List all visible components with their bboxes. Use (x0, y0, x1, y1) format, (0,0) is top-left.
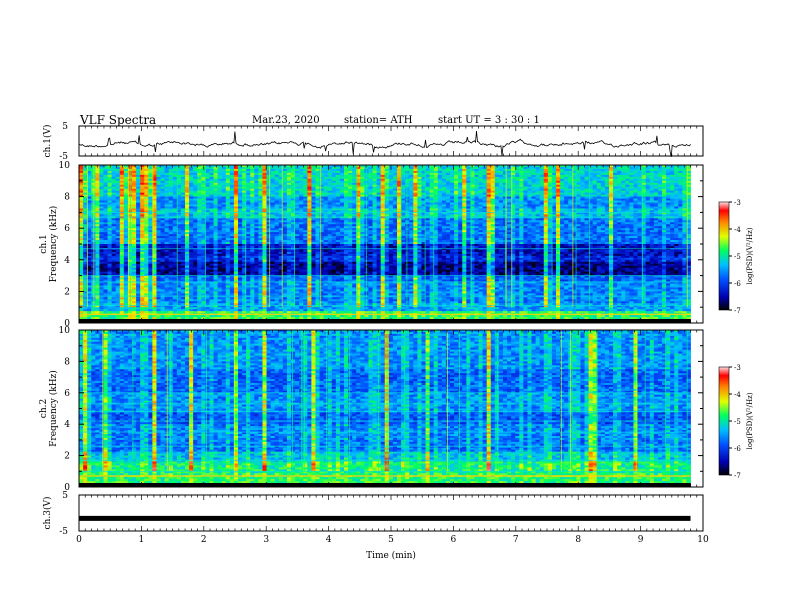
ch1-spectrogram-heatmap (79, 165, 703, 323)
ch1-waveform-xticks (79, 126, 703, 156)
ch1-ylabel: ch.1(V) (42, 125, 53, 158)
ch1-ytick-label: 5 (62, 122, 68, 132)
ch1-waveform-line (79, 131, 691, 157)
